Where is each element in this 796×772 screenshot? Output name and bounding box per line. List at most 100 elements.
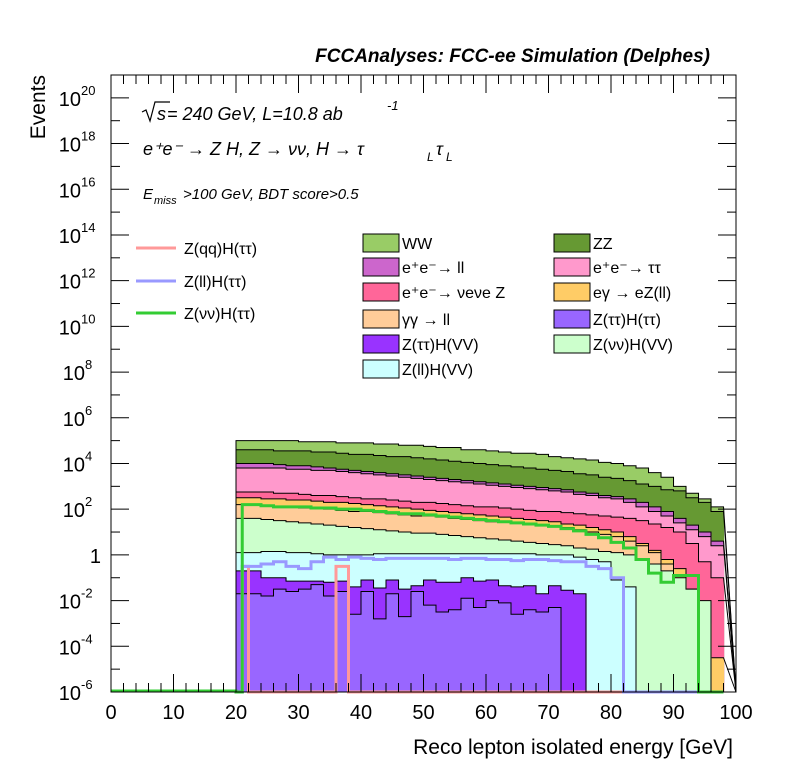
histogram-bin — [536, 612, 550, 692]
y-tick-label: 1 — [90, 546, 101, 568]
histogram-bin — [573, 593, 587, 692]
histogram-bin — [348, 614, 362, 692]
legend-label: Z(ll)H(ττ) — [184, 274, 246, 291]
x-tick-label: 70 — [537, 702, 559, 724]
histogram-bin — [598, 561, 612, 692]
y-tick-exponent: 6 — [85, 403, 92, 418]
y-tick-exponent: 16 — [81, 174, 95, 189]
legend-label: Z(qq)H(ττ) — [184, 241, 257, 258]
x-tick-label: 0 — [105, 702, 116, 724]
legend-swatch-e-e-ll — [362, 257, 400, 277]
legend-swatch-ll — [362, 309, 400, 329]
histogram-bin — [711, 657, 725, 692]
sqrt-symbol — [141, 101, 170, 124]
legend-swatch-e-ez-ll — [553, 282, 591, 302]
legend-label: Z(ll)H(VV) — [402, 362, 473, 379]
y-tick-label: 10 — [59, 592, 81, 614]
stack-outline — [235, 440, 737, 693]
x-tick-label: 30 — [287, 702, 309, 724]
legend-label: e⁺e⁻→ νeνe Z — [402, 285, 505, 302]
y-tick-exponent: 20 — [81, 83, 95, 98]
histogram-bin — [648, 564, 662, 692]
histogram-bin — [298, 589, 312, 692]
stack-series-z-h — [235, 584, 736, 693]
legend-swatch-z-h — [553, 309, 591, 329]
legend-label: Z(νν)H(ττ) — [184, 306, 255, 323]
histogram-bin — [698, 600, 712, 692]
legend-label: e⁺e⁻→ ll — [402, 260, 464, 277]
stack-outline — [235, 550, 736, 693]
y-tick-exponent: 10 — [81, 311, 95, 326]
histogram-bin — [373, 618, 387, 692]
x-tick-label: 40 — [350, 702, 372, 724]
stack-outline — [235, 462, 737, 693]
legend-swatch-z-h-vv — [553, 334, 591, 354]
process-subscript: L — [427, 150, 434, 164]
y-tick-exponent: -4 — [81, 631, 93, 646]
histogram-bin — [411, 591, 425, 692]
x-tick-label: 90 — [662, 702, 684, 724]
energy-sqrt-text: s — [157, 104, 166, 124]
histogram-bin — [611, 580, 625, 692]
energy-exponent: -1 — [387, 98, 399, 113]
annotation-energy: s = 240 GeV, L=10.8 ab -1 — [141, 98, 399, 124]
histogram-bin — [386, 593, 400, 692]
histogram-bin — [498, 602, 512, 692]
histogram-bin — [523, 609, 537, 692]
y-tick-exponent: 18 — [81, 129, 95, 144]
histogram-bin — [261, 596, 275, 692]
legend-swatch-z-ll-h-vv — [362, 359, 400, 379]
y-tick-label: 10 — [59, 637, 81, 659]
stack-outline — [235, 467, 737, 693]
y-tick-label: 10 — [59, 317, 81, 339]
y-tick-label: 10 — [59, 272, 81, 294]
y-tick-exponent: 8 — [85, 357, 92, 372]
histogram-bin — [248, 593, 262, 692]
y-tick-label: 10 — [63, 363, 85, 385]
histogram-bin — [486, 600, 500, 692]
y-tick-label: 10 — [59, 683, 81, 705]
histogram-bin — [623, 586, 637, 692]
histogram-bin — [423, 605, 437, 692]
y-tick-label: 10 — [63, 454, 85, 476]
legend-swatch-e-e-e-e-z — [362, 282, 400, 302]
legend-label: γγ → ll — [402, 312, 450, 329]
y-tick-label: 10 — [59, 226, 81, 248]
x-tick-label: 60 — [475, 702, 497, 724]
legend-label: Z(ττ)H(ττ) — [593, 312, 661, 329]
y-tick-exponent: -6 — [81, 677, 93, 692]
histogram-bin — [448, 609, 462, 692]
y-tick-label: 10 — [59, 89, 81, 111]
cut-subscript: miss — [154, 195, 177, 207]
x-tick-label: 100 — [719, 702, 752, 724]
histogram-bin — [561, 590, 575, 692]
histogram-bin — [461, 598, 475, 692]
histogram-bin — [286, 591, 300, 692]
y-tick-exponent: 2 — [85, 494, 92, 509]
y-tick-label: 10 — [63, 409, 85, 431]
histogram-bin — [336, 591, 350, 692]
histogram-bin — [361, 591, 375, 692]
legend-label: e⁺e⁻→ ττ — [593, 260, 661, 277]
annotation-process: e⁺e⁻ → Z H, Z → νν, H → τ L τ L — [143, 139, 453, 164]
y-tick-label: 10 — [59, 135, 81, 157]
energy-text: = 240 GeV, L=10.8 ab — [167, 104, 343, 124]
signal-line-z-h — [111, 503, 724, 694]
histogram-bin — [511, 614, 525, 692]
annotation-cut: E miss >100 GeV, BDT score>0.5 — [143, 186, 359, 207]
legend-label: Z(ττ)H(VV) — [402, 337, 479, 354]
legend-swatch-zz — [553, 233, 591, 253]
x-tick-label: 20 — [225, 702, 247, 724]
legend-swatch-z-h-vv — [362, 334, 400, 354]
histogram-bin — [323, 596, 337, 692]
histogram-bin — [311, 584, 325, 692]
legend-swatch-ww — [362, 233, 400, 253]
x-tick-label: 50 — [412, 702, 434, 724]
legend-label: eγ → eZ(ll) — [593, 285, 671, 302]
process-subscript-2: L — [446, 150, 453, 164]
histogram-bin — [436, 612, 450, 692]
y-axis-label: Events — [27, 75, 50, 139]
legend-swatch-e-e — [553, 257, 591, 277]
